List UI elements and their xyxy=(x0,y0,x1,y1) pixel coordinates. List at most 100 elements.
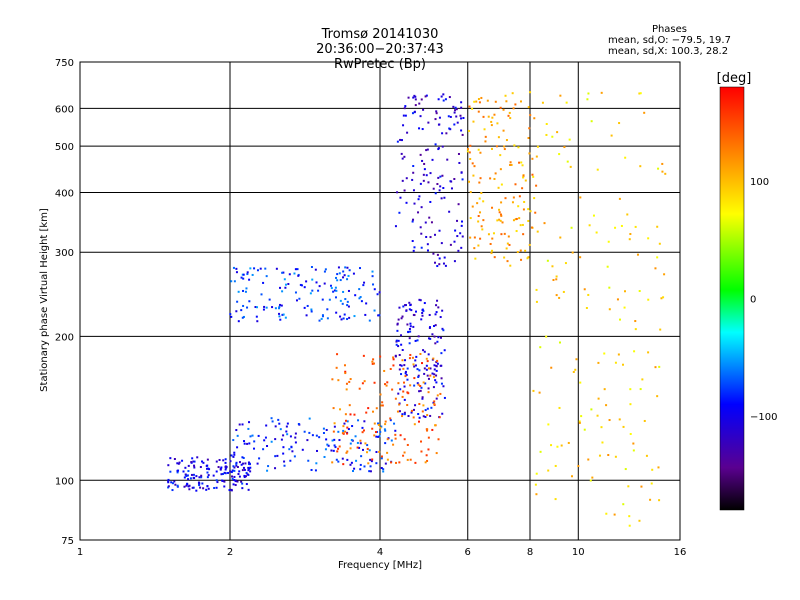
data-point xyxy=(167,485,170,488)
data-point xyxy=(406,443,409,446)
data-point xyxy=(453,123,456,126)
data-point xyxy=(443,256,446,259)
data-point xyxy=(218,458,221,461)
data-point xyxy=(439,392,442,395)
data-point xyxy=(513,144,516,147)
data-point xyxy=(461,178,464,181)
data-point xyxy=(242,466,245,469)
data-point xyxy=(280,438,283,441)
data-point xyxy=(522,233,525,236)
data-point xyxy=(494,100,497,103)
data-point xyxy=(437,176,440,179)
data-point xyxy=(398,461,401,464)
data-point xyxy=(223,485,226,488)
data-point xyxy=(587,458,590,461)
data-point xyxy=(422,404,425,407)
data-point xyxy=(452,105,455,108)
data-point xyxy=(499,154,502,157)
data-point xyxy=(459,232,462,235)
data-point xyxy=(326,317,329,320)
data-point xyxy=(310,266,313,269)
data-point xyxy=(224,468,227,471)
data-point xyxy=(317,289,320,292)
data-point xyxy=(414,339,417,342)
data-point xyxy=(456,219,459,222)
data-point xyxy=(173,480,176,483)
data-point xyxy=(171,489,174,492)
data-point xyxy=(579,196,582,199)
data-point xyxy=(176,484,179,487)
data-point xyxy=(528,152,531,155)
data-point xyxy=(315,281,318,284)
data-point xyxy=(323,282,326,285)
data-point xyxy=(284,283,287,286)
data-point xyxy=(489,242,492,245)
data-point xyxy=(356,446,359,449)
data-point xyxy=(256,320,259,323)
data-point xyxy=(399,434,402,437)
data-point xyxy=(237,320,240,323)
data-point xyxy=(662,296,665,299)
y-tick-label: 500 xyxy=(55,142,74,153)
data-point xyxy=(394,397,397,400)
data-point xyxy=(335,366,338,369)
data-point xyxy=(400,373,403,376)
data-point xyxy=(274,467,277,470)
data-point xyxy=(248,463,251,466)
data-point xyxy=(434,379,437,382)
data-point xyxy=(404,304,407,307)
data-point xyxy=(425,94,428,97)
data-point xyxy=(437,438,440,441)
data-point xyxy=(585,307,588,310)
data-point xyxy=(545,335,548,338)
data-point xyxy=(236,465,239,468)
data-point xyxy=(256,306,259,309)
data-point xyxy=(390,461,393,464)
data-point xyxy=(429,374,432,377)
data-point xyxy=(396,191,399,194)
data-point xyxy=(591,476,594,479)
data-point xyxy=(422,349,425,352)
data-point xyxy=(235,461,238,464)
x-tick-label: 4 xyxy=(377,547,383,558)
data-point xyxy=(324,268,327,271)
data-point xyxy=(595,231,598,234)
data-point xyxy=(412,189,415,192)
data-point xyxy=(293,272,296,275)
y-axis-label: Stationary phase Virtual Height [km] xyxy=(39,208,50,392)
data-point xyxy=(192,473,195,476)
data-point xyxy=(264,267,267,270)
data-point xyxy=(438,229,441,232)
data-point xyxy=(502,129,505,132)
data-point xyxy=(341,302,344,305)
data-point xyxy=(554,498,557,501)
data-point xyxy=(256,269,259,272)
data-point xyxy=(215,486,218,489)
data-point xyxy=(198,484,201,487)
data-point xyxy=(482,200,485,203)
data-point xyxy=(235,310,238,313)
data-point xyxy=(377,314,380,317)
data-point xyxy=(417,335,420,338)
data-point xyxy=(349,447,352,450)
data-point xyxy=(350,438,353,441)
data-point xyxy=(346,266,349,269)
data-point xyxy=(207,487,210,490)
data-point xyxy=(608,308,611,311)
data-point xyxy=(297,422,300,425)
data-point xyxy=(587,293,590,296)
data-point xyxy=(348,404,351,407)
data-point xyxy=(279,303,282,306)
data-point xyxy=(469,236,472,239)
data-point xyxy=(336,353,339,356)
data-point xyxy=(246,306,249,309)
data-point xyxy=(338,272,341,275)
data-point xyxy=(476,202,479,205)
data-point xyxy=(535,493,538,496)
data-point xyxy=(493,256,496,259)
data-point xyxy=(425,454,428,457)
data-point xyxy=(348,269,351,272)
data-point xyxy=(281,290,284,293)
data-point xyxy=(383,369,386,372)
data-point xyxy=(539,346,542,349)
